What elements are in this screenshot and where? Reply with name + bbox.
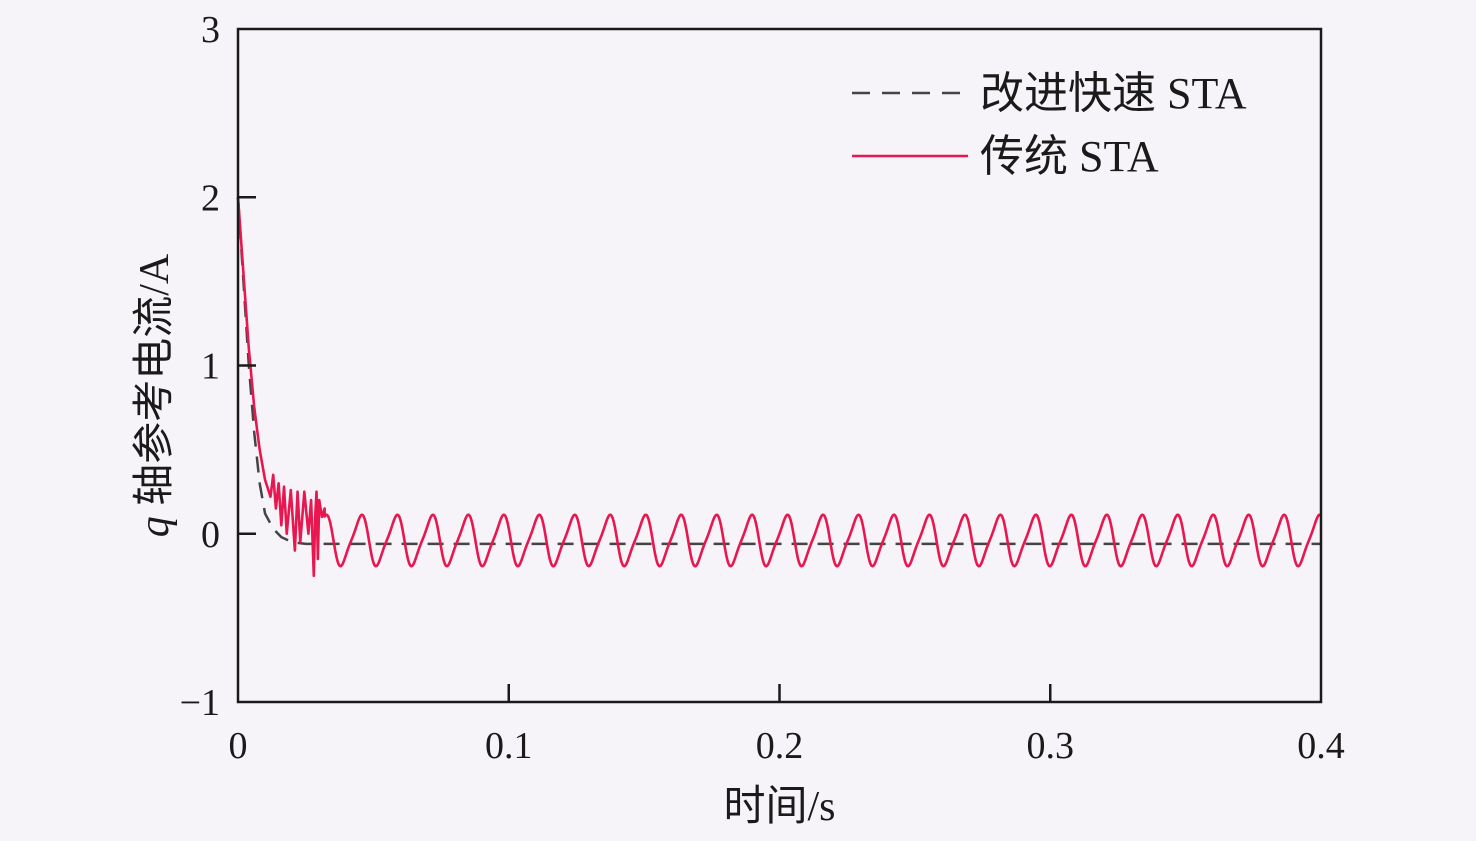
plot-frame bbox=[236, 27, 1323, 704]
x-tick-label: 0 bbox=[229, 725, 248, 767]
legend-label-traditional-sta: 传统 STA bbox=[980, 132, 1159, 181]
legend: 改进快速 STA 传统 STA bbox=[852, 69, 1247, 181]
y-axis-variable: q bbox=[132, 516, 178, 537]
x-tick-label: 0.3 bbox=[1027, 725, 1075, 767]
x-tick-label: 0.4 bbox=[1297, 725, 1345, 767]
series-line-traditional-sta bbox=[236, 197, 1322, 578]
plot-area bbox=[236, 197, 1322, 578]
y-tick-label: −1 bbox=[180, 682, 220, 724]
y-tick-label: 0 bbox=[201, 514, 220, 556]
y-tick-label: 2 bbox=[201, 177, 220, 219]
legend-label-improved-sta: 改进快速 STA bbox=[980, 69, 1247, 118]
y-axis-title-text: 轴参考电流/A bbox=[131, 253, 178, 516]
x-tick-label: 0.1 bbox=[485, 725, 533, 767]
x-axis-title: 时间/s bbox=[723, 784, 835, 830]
series-line-improved-sta bbox=[236, 197, 1321, 546]
x-tick-label: 0.2 bbox=[756, 725, 804, 767]
y-tick-label: 1 bbox=[201, 346, 220, 388]
y-axis-title: q 轴参考电流/A bbox=[131, 253, 178, 537]
y-tick-label: 3 bbox=[201, 9, 220, 51]
